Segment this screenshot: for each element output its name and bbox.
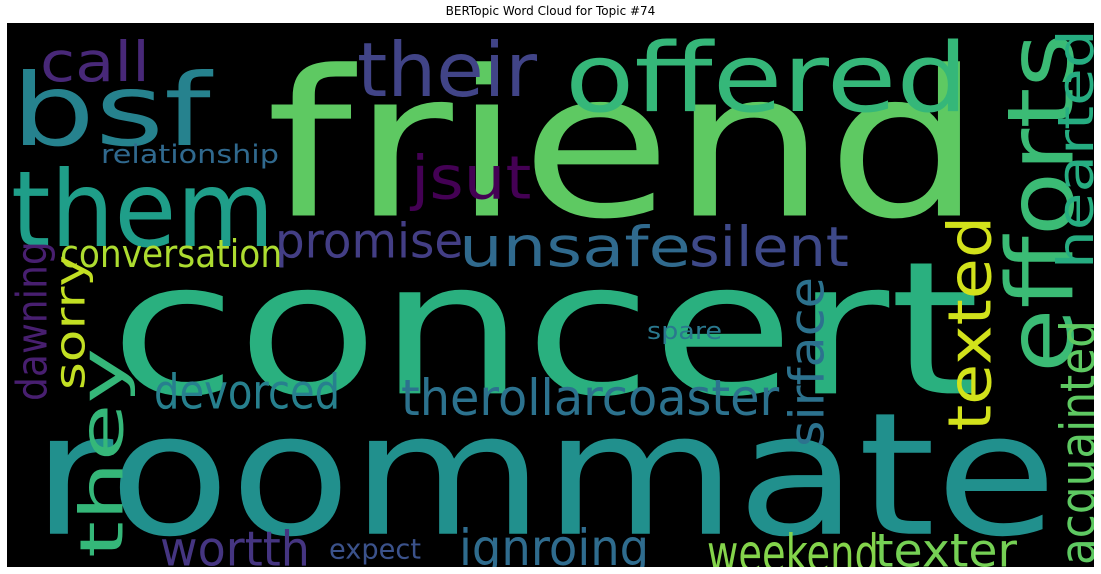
word-cloud: friend concert roommate bsf them offered… xyxy=(7,23,1094,567)
word-texted: texted xyxy=(934,215,1005,431)
word-them: them xyxy=(11,148,275,272)
word-texter: texter xyxy=(875,523,1017,567)
word-acquainted: acquainted xyxy=(1049,320,1094,565)
word-call: call xyxy=(40,30,150,95)
word-sirface: sirface xyxy=(778,277,835,447)
word-bsf: bsf xyxy=(11,52,211,169)
word-hearted: hearted xyxy=(1046,29,1095,269)
word-roommate: roommate xyxy=(32,375,1058,567)
word-offered: offered xyxy=(565,23,969,134)
chart-title: BERTopic Word Cloud for Topic #74 xyxy=(445,4,656,18)
word-ignroing: ignroing xyxy=(459,518,650,567)
word-wortth: wortth xyxy=(160,520,310,567)
word-friend: friend xyxy=(266,26,983,265)
word-concert: concert xyxy=(110,221,980,438)
word-they: they xyxy=(66,347,137,558)
word-expect: expect xyxy=(329,532,422,566)
word-spare: spare xyxy=(647,316,723,345)
word-promise: promise xyxy=(275,212,464,269)
word-their: their xyxy=(357,26,538,114)
word-weekend: weekend xyxy=(707,523,879,567)
word-unsafe: unsafe xyxy=(459,215,691,280)
word-relationship: relationship xyxy=(101,138,279,170)
word-conversation: conversation xyxy=(60,231,283,277)
word-devorced: devorced xyxy=(154,363,341,420)
word-therollarcoaster: therollarcoaster xyxy=(401,368,780,427)
word-silent: silent xyxy=(689,215,849,280)
word-jsut: jsut xyxy=(411,142,532,213)
